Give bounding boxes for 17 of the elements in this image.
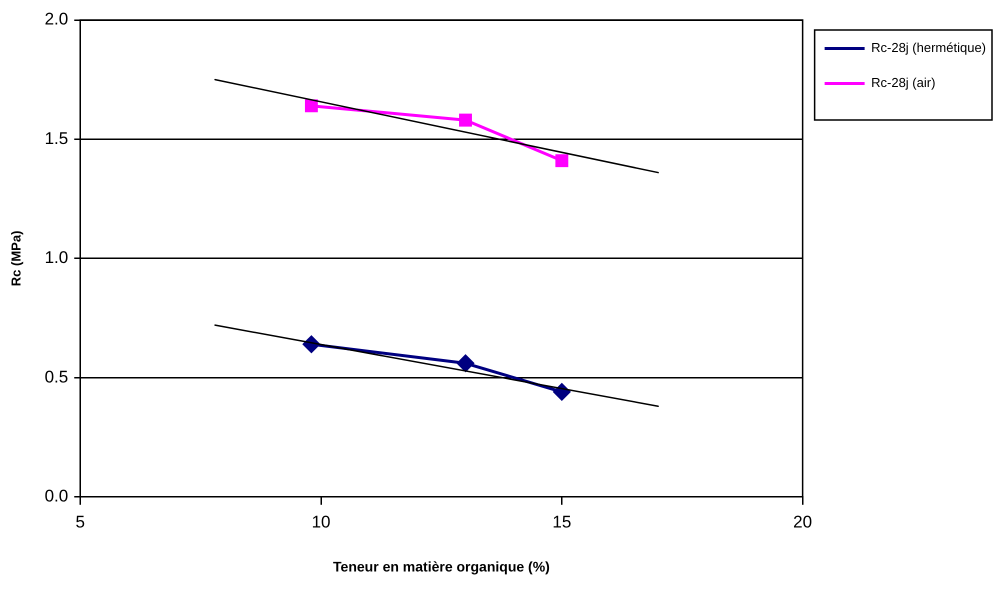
x-tick-label: 20 <box>793 512 812 532</box>
x-axis-title: Teneur en matière organique (%) <box>333 558 550 574</box>
point <box>459 114 472 127</box>
y-tick-label: 0.5 <box>44 367 68 386</box>
point <box>304 99 318 112</box>
x-tick-label: 10 <box>312 512 330 532</box>
y-axis-title: Rc (MPa) <box>8 230 24 286</box>
legend-label: Rc-28j (air) <box>871 75 936 90</box>
x-tick-label: 15 <box>552 512 572 532</box>
y-tick-label: 1.5 <box>44 128 68 148</box>
y-tick-label: 2.0 <box>44 10 68 29</box>
y-tick-label: 0.0 <box>44 486 68 506</box>
y-tick-label: 1.0 <box>44 248 68 268</box>
legend-label: Rc-28j (hermétique) <box>871 40 986 56</box>
x-tick-label: 5 <box>76 512 85 532</box>
point <box>457 354 474 372</box>
point <box>555 154 568 168</box>
